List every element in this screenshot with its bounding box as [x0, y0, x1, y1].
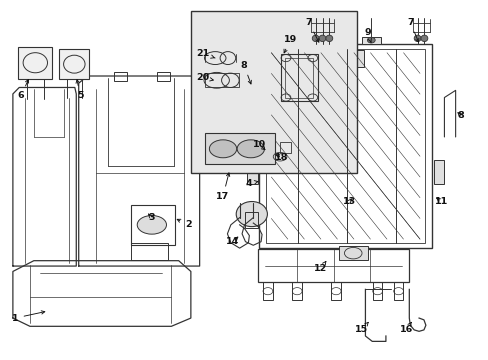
Bar — [292, 282, 302, 300]
Bar — [330, 282, 340, 300]
Bar — [114, 72, 127, 81]
Bar — [59, 49, 89, 79]
Bar — [280, 142, 290, 153]
Bar — [393, 282, 403, 300]
Bar — [433, 160, 444, 184]
Text: 4: 4 — [244, 179, 257, 188]
Bar — [259, 44, 431, 248]
Text: 7: 7 — [406, 18, 418, 42]
Text: 6: 6 — [18, 80, 28, 100]
Bar — [281, 54, 317, 101]
Bar — [263, 282, 272, 300]
Text: 1: 1 — [12, 311, 45, 323]
Text: 12: 12 — [313, 261, 326, 274]
Bar — [361, 37, 380, 44]
Bar — [339, 51, 356, 63]
Text: 20: 20 — [196, 73, 213, 82]
Ellipse shape — [325, 35, 332, 41]
Bar — [190, 12, 356, 173]
Text: 10: 10 — [252, 140, 265, 150]
Bar — [372, 282, 382, 300]
Bar — [131, 243, 167, 260]
Bar — [204, 134, 275, 164]
Ellipse shape — [137, 216, 166, 234]
Ellipse shape — [366, 37, 374, 43]
Bar — [18, 46, 52, 79]
Ellipse shape — [312, 35, 319, 41]
Text: 15: 15 — [354, 322, 367, 334]
Bar — [157, 72, 170, 81]
Ellipse shape — [237, 140, 264, 158]
Bar — [338, 246, 367, 260]
Bar — [293, 50, 363, 67]
Text: 8: 8 — [457, 111, 464, 120]
Text: 19: 19 — [283, 35, 296, 53]
Bar — [266, 49, 424, 243]
Ellipse shape — [236, 202, 267, 226]
Bar — [246, 160, 257, 184]
Text: 5: 5 — [76, 80, 83, 100]
Text: 2: 2 — [177, 219, 191, 229]
Ellipse shape — [413, 35, 420, 41]
Bar — [258, 249, 408, 282]
Bar — [285, 58, 313, 98]
Text: 3: 3 — [148, 213, 155, 222]
Text: 21: 21 — [196, 49, 215, 58]
Text: 16: 16 — [399, 322, 412, 334]
Text: 14: 14 — [226, 237, 239, 246]
Bar — [204, 73, 238, 87]
Bar — [131, 205, 175, 244]
Bar — [303, 51, 320, 63]
Text: 17: 17 — [216, 173, 229, 201]
Text: 8: 8 — [240, 61, 251, 84]
Bar — [245, 212, 257, 228]
Ellipse shape — [319, 35, 325, 41]
Text: 7: 7 — [305, 18, 318, 42]
Text: 11: 11 — [434, 197, 447, 206]
Ellipse shape — [420, 35, 427, 41]
Text: 18: 18 — [275, 153, 288, 162]
Text: 9: 9 — [364, 28, 370, 42]
Ellipse shape — [209, 140, 236, 158]
Text: 13: 13 — [342, 197, 355, 206]
